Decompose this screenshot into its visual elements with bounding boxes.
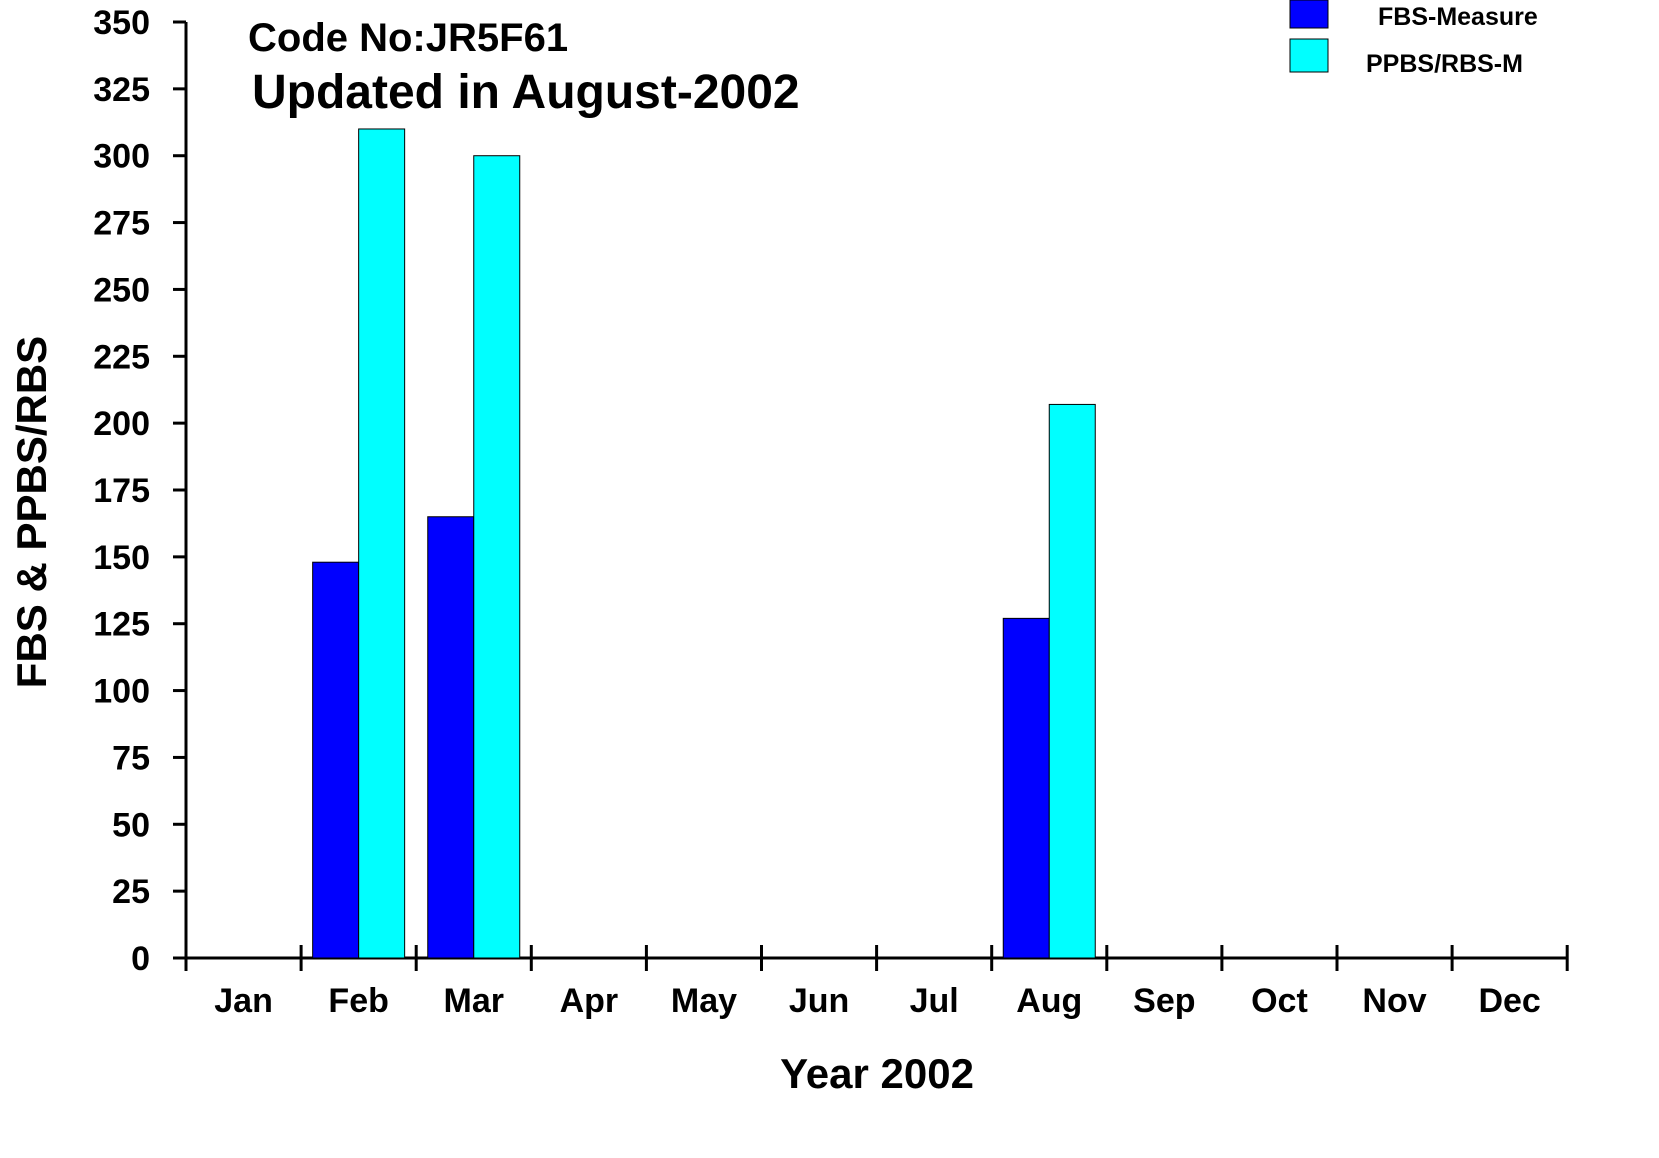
x-tick-label: Jun	[789, 982, 849, 1020]
y-tick-label: 200	[93, 405, 150, 443]
y-tick-label: 75	[112, 739, 150, 777]
y-tick-label: 25	[112, 873, 150, 911]
y-tick-label: 100	[93, 673, 150, 711]
x-tick-label: Sep	[1133, 982, 1195, 1020]
x-tick-label: Dec	[1478, 982, 1540, 1020]
y-tick-label: 225	[93, 338, 150, 376]
legend-item-fbs: FBS-Measure	[1289, 0, 1538, 31]
bar-fbs-feb	[312, 561, 360, 959]
annotation-updated: Updated in August-2002	[252, 66, 800, 119]
x-tick-label: Feb	[328, 982, 388, 1020]
x-tick-label: Jul	[910, 982, 959, 1020]
legend-item-ppbs: PPBS/RBS-M	[1289, 38, 1523, 78]
bar-ppbs-feb	[358, 128, 406, 959]
y-tick-label: 175	[93, 472, 150, 510]
legend-label-fbs: FBS-Measure	[1378, 3, 1538, 31]
y-tick-label: 300	[93, 138, 150, 176]
bar-fbs-mar	[427, 516, 475, 959]
y-tick-label: 0	[131, 940, 150, 978]
x-tick-label: Mar	[444, 982, 504, 1020]
y-tick-label: 350	[93, 4, 150, 42]
bar-ppbs-mar	[473, 155, 521, 959]
y-tick-label: 325	[93, 71, 150, 109]
y-axis-title: FBS & PPBS/RBS	[8, 336, 55, 688]
y-tick-label: 50	[112, 806, 150, 844]
x-tick-label: Nov	[1362, 982, 1426, 1020]
annotation-code: Code No:JR5F61	[248, 16, 568, 60]
y-tick-label: 125	[93, 606, 150, 644]
y-ticks: 0 25 50 75 100 125 150 175 200 225 250 275 300 325 350	[93, 4, 186, 978]
y-tick-label: 250	[93, 271, 150, 309]
legend: FBS-Measure PPBS/RBS-M	[1289, 0, 1538, 78]
x-tick-label: Apr	[560, 982, 619, 1020]
bars	[312, 128, 1096, 959]
x-axis-title: Year 2002	[780, 1050, 974, 1097]
y-tick-label: 150	[93, 539, 150, 577]
legend-label-ppbs: PPBS/RBS-M	[1366, 50, 1523, 78]
bar-ppbs-aug	[1048, 403, 1096, 959]
y-tick-label: 275	[93, 205, 150, 243]
x-ticks: Jan Feb Mar Apr May Jun Jul Aug Sep Oct Nov Dec	[184, 945, 1569, 1020]
legend-swatch-fbs	[1289, 0, 1329, 29]
legend-swatch-ppbs	[1289, 38, 1329, 73]
x-tick-label: Jan	[214, 982, 273, 1020]
bar-fbs-aug	[1002, 617, 1050, 959]
x-tick-label: Oct	[1251, 982, 1308, 1020]
x-tick-label: May	[671, 982, 737, 1020]
x-tick-label: Aug	[1016, 982, 1082, 1020]
